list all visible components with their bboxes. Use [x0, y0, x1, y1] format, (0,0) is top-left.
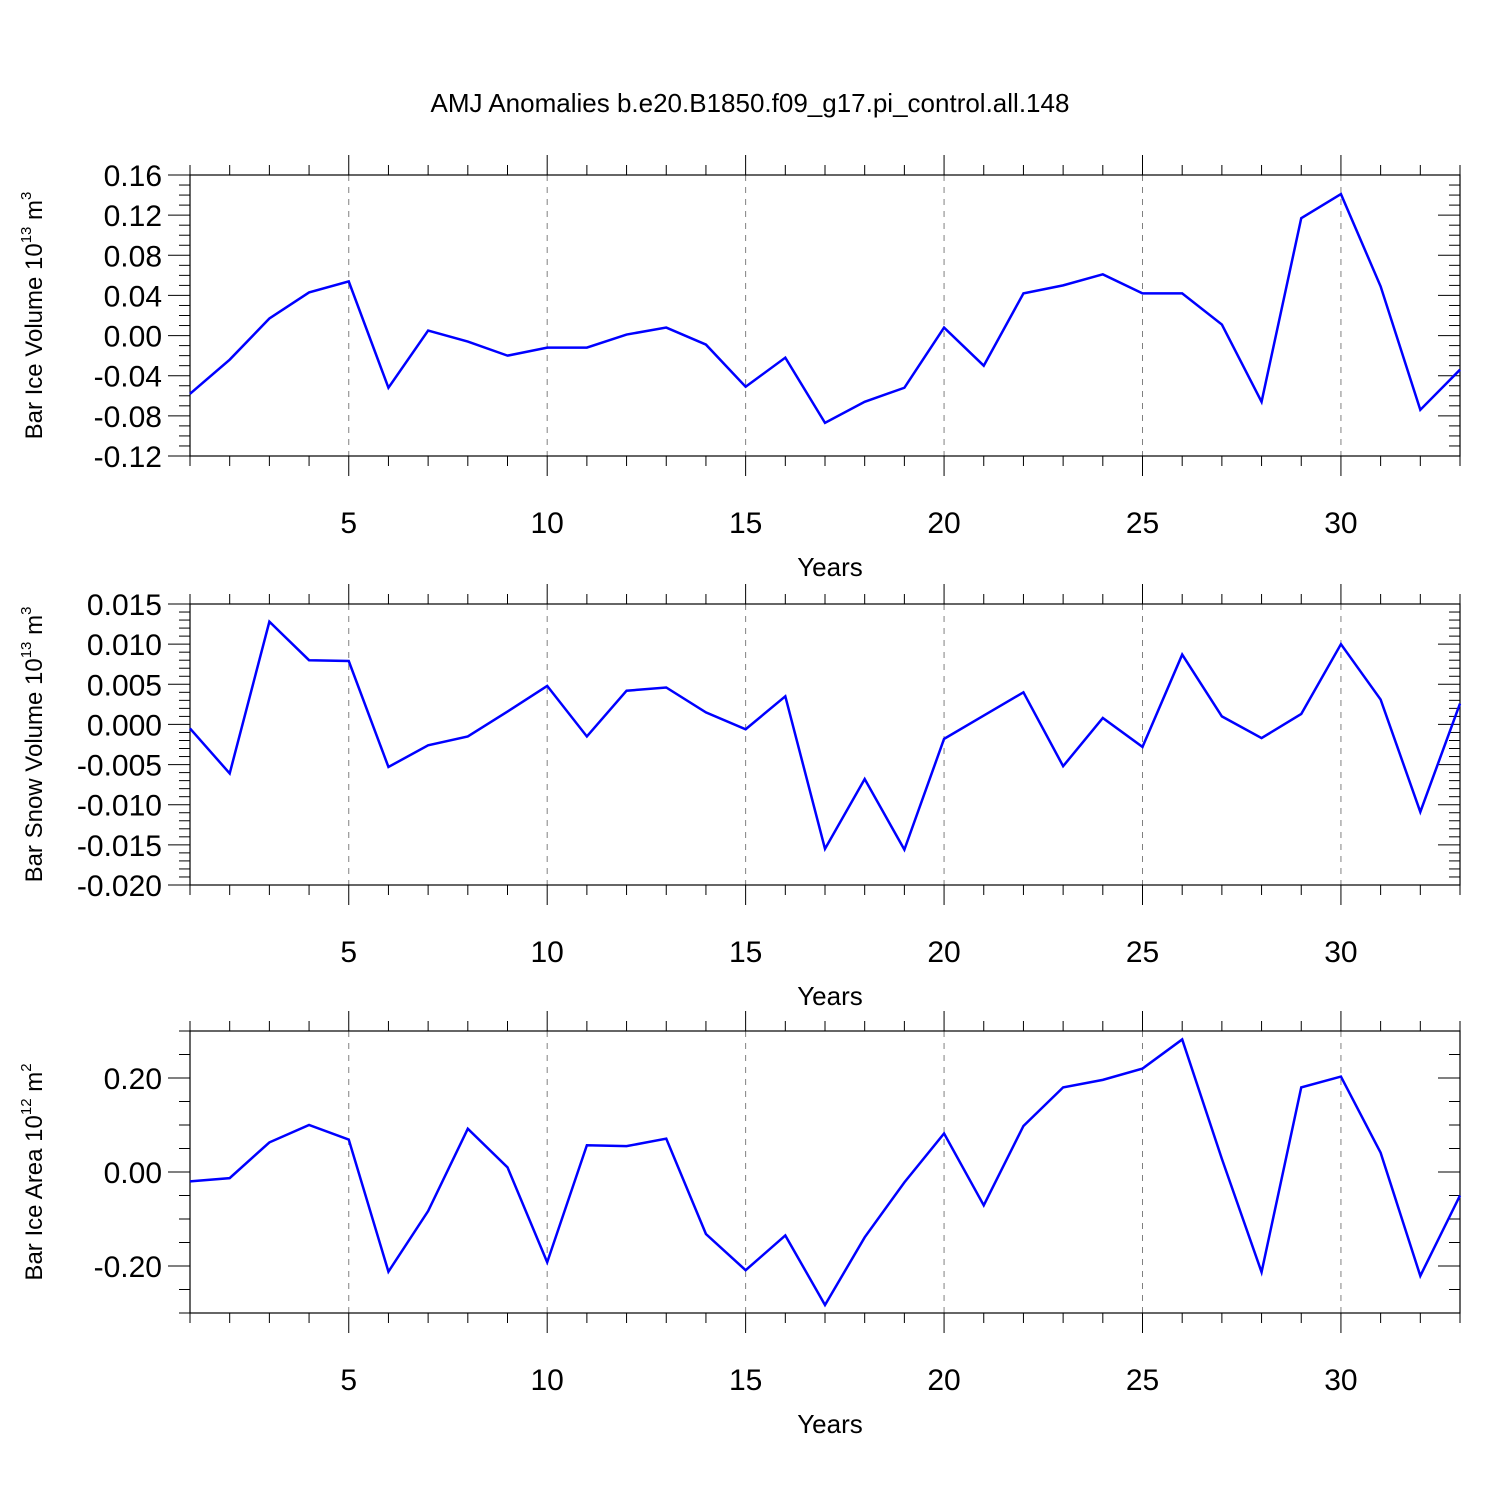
- y-axis-label-part: m: [21, 615, 48, 642]
- x-tick-label: 20: [927, 1364, 960, 1397]
- y-axis-label-part: 3: [18, 607, 35, 615]
- plot-frame: [189, 174, 1461, 457]
- x-tick-label: 5: [340, 507, 357, 540]
- x-tick-label: 30: [1324, 1364, 1357, 1397]
- x-tick-label: 5: [340, 936, 357, 969]
- y-axis-label-part: m: [21, 1072, 48, 1099]
- x-tick-label: 20: [927, 936, 960, 969]
- y-tick-label: 0.015: [87, 589, 162, 622]
- x-tick-label: 10: [531, 507, 564, 540]
- x-tick-label: 10: [531, 936, 564, 969]
- y-tick-label: 0.08: [104, 240, 162, 273]
- x-axis-label: Years: [797, 1409, 863, 1439]
- chart-panel-2: -0.020 -0.015 -0.010 -0.005 0.000 0.005 0.010 0…: [18, 584, 1462, 1011]
- y-tick-label: 0.00: [104, 1157, 162, 1190]
- y-tick-label: 0.005: [87, 669, 162, 702]
- y-tick-label: -0.010: [77, 790, 162, 823]
- y-tick-label: 0.00: [104, 321, 162, 354]
- y-axis-label: Bar Ice Area 1012 m2: [18, 1063, 48, 1280]
- series-line: [189, 619, 1462, 853]
- y-axis-label-part: 3: [18, 192, 35, 200]
- y-tick-label: -0.04: [94, 361, 162, 394]
- x-tick-label: 15: [729, 507, 762, 540]
- x-tick-label: 5: [340, 1364, 357, 1397]
- y-axis-label-part: m: [21, 200, 48, 227]
- y-tick-label: 0.16: [104, 160, 162, 193]
- y-tick-label: -0.005: [77, 750, 162, 783]
- plot-frame: [189, 603, 1461, 886]
- y-tick-label: 0.04: [104, 280, 162, 313]
- y-tick-label: -0.020: [77, 870, 162, 903]
- y-axis-label-part: 13: [18, 642, 35, 659]
- y-axis-label-part: Bar Ice Area 10: [21, 1115, 48, 1280]
- y-tick-label: 0.000: [87, 709, 162, 742]
- y-axis-label: Bar Ice Volume 1013 m3: [18, 192, 48, 440]
- chart-panel-1: -0.12 -0.08 -0.04 0.00 0.04 0.08 0.12 0.16 5 10 15…: [18, 155, 1461, 582]
- y-axis-label-part: Bar Ice Volume 10: [21, 243, 48, 439]
- figure-title: AMJ Anomalies b.e20.B1850.f09_g17.pi_con…: [431, 88, 1070, 118]
- y-axis-label-part: 13: [18, 227, 35, 244]
- y-tick-label: -0.20: [94, 1251, 162, 1284]
- y-tick-label: -0.08: [94, 401, 162, 434]
- y-tick-label: 0.20: [104, 1063, 162, 1096]
- x-axis-label: Years: [797, 552, 863, 582]
- y-axis-label-part: 2: [18, 1063, 35, 1071]
- x-tick-label: 20: [927, 507, 960, 540]
- x-tick-label: 25: [1126, 936, 1159, 969]
- x-tick-label: 15: [729, 1364, 762, 1397]
- plot-frame: [189, 1030, 1461, 1314]
- series-line: [189, 192, 1461, 425]
- x-tick-label: 15: [729, 936, 762, 969]
- x-tick-label: 30: [1324, 507, 1357, 540]
- x-tick-label: 30: [1324, 936, 1357, 969]
- x-tick-label: 25: [1126, 507, 1159, 540]
- chart-panel-3: -0.20 0.00 0.20 5 10 15 20 25 30 Years Bar Ice Are…: [18, 1011, 1462, 1439]
- x-tick-label: 10: [531, 1364, 564, 1397]
- y-tick-label: -0.12: [94, 441, 162, 474]
- x-axis-label: Years: [797, 981, 863, 1011]
- y-tick-label: 0.010: [87, 629, 162, 662]
- y-axis-label-part: Bar Snow Volume 10: [21, 658, 48, 882]
- y-axis-label-part: 12: [18, 1098, 35, 1115]
- y-axis-label: Bar Snow Volume 1013 m3: [18, 607, 48, 883]
- y-tick-label: -0.015: [77, 830, 162, 863]
- x-tick-label: 25: [1126, 1364, 1159, 1397]
- series-line: [189, 1037, 1462, 1308]
- y-tick-label: 0.12: [104, 200, 162, 233]
